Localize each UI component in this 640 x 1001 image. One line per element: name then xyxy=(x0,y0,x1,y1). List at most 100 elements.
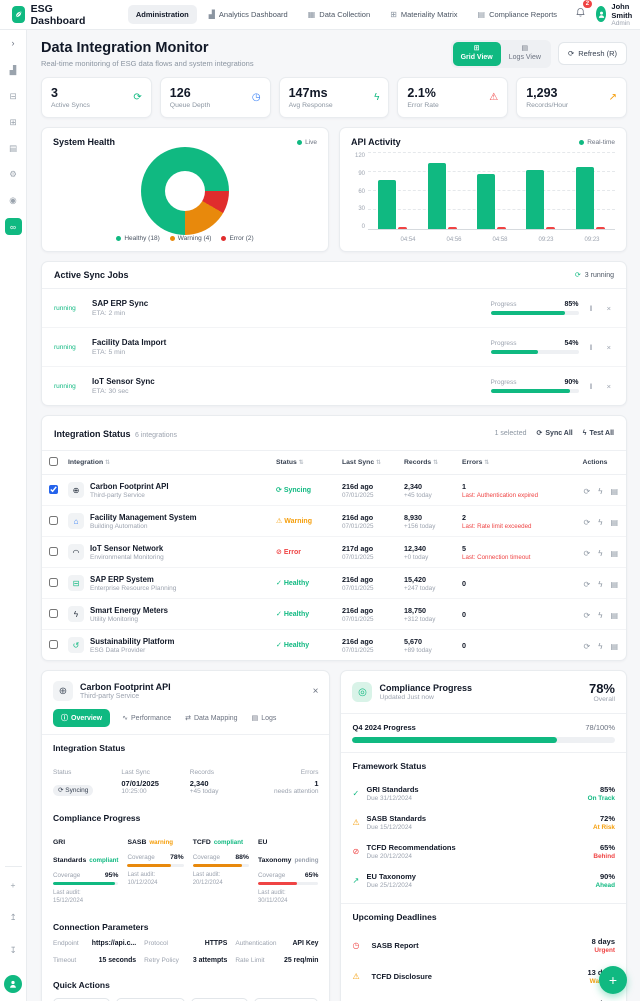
test-row-button[interactable]: ϟ xyxy=(598,487,603,496)
trend-up-icon: ↗ xyxy=(352,876,360,885)
nav-materiality-matrix[interactable]: ⊞ Materiality Matrix xyxy=(390,10,458,19)
logs-row-button[interactable]: ▤ xyxy=(610,580,618,589)
sidebar-avatar[interactable] xyxy=(4,975,22,993)
table-row[interactable]: ϟ Smart Energy Meters Utility Monitoring ✓… xyxy=(42,598,626,630)
sidebar-item-analytics[interactable]: ▟ xyxy=(5,62,22,79)
check-icon: ✓ xyxy=(276,580,282,587)
nav-data-collection[interactable]: ▦ Data Collection xyxy=(307,10,371,19)
logs-row-button[interactable]: ▤ xyxy=(610,611,618,620)
x-tick-label: 04:58 xyxy=(492,237,508,243)
x-axis: 04:54 04:56 04:58 09:23 09:23 xyxy=(385,237,615,243)
row-checkbox[interactable] xyxy=(48,640,58,649)
sync-jobs-title: Active Sync Jobs xyxy=(54,270,129,280)
sync-row-button[interactable]: ⟳ xyxy=(583,518,591,527)
select-all-checkbox[interactable] xyxy=(48,457,58,466)
document-icon: ▤ xyxy=(251,715,259,722)
test-row-button[interactable]: ϟ xyxy=(598,549,603,558)
col-errors[interactable]: Errors ⇅ xyxy=(458,451,564,475)
row-checkbox[interactable] xyxy=(48,547,58,556)
compliance-mini-gri: GRI Standards compliant Coverage 95% Last … xyxy=(53,839,119,905)
sync-row-button[interactable]: ⟳ xyxy=(583,487,591,496)
nav-compliance-reports[interactable]: ▤ Compliance Reports xyxy=(477,10,558,19)
row-checkbox[interactable] xyxy=(48,485,58,494)
x-tick-label: 09:23 xyxy=(584,237,600,243)
close-detail-button[interactable]: × xyxy=(312,685,319,697)
sort-icon: ⇅ xyxy=(484,460,490,466)
pause-button[interactable]: ‖ xyxy=(589,303,593,313)
pause-button[interactable]: ‖ xyxy=(589,381,593,391)
download-button[interactable]: ↧ xyxy=(5,942,22,959)
sidebar-item-settings[interactable]: ⚙ xyxy=(5,166,22,183)
requests-bar xyxy=(476,173,495,229)
logs-view-button[interactable]: ▤ Logs View xyxy=(508,45,541,61)
logs-row-button[interactable]: ▤ xyxy=(610,642,618,651)
notifications-button[interactable]: 2 xyxy=(575,0,593,23)
compliance-panel: ◎ Compliance Progress Updated Just now 78… xyxy=(340,670,627,1001)
cancel-button[interactable]: × xyxy=(606,381,611,391)
bar-group xyxy=(526,153,556,229)
user-menu[interactable]: John Smith Admin xyxy=(596,2,638,28)
upload-button[interactable]: ↥ xyxy=(5,909,22,926)
col-records[interactable]: Records ⇅ xyxy=(400,451,458,475)
sidebar-item-data[interactable]: ⊟ xyxy=(5,88,22,105)
integration-detail-panel: ⊕ Carbon Footprint API Third-party Servic… xyxy=(41,670,331,1001)
live-dot-icon xyxy=(297,139,303,145)
table-row[interactable]: ⌂ Facility Management System Building Auto… xyxy=(42,505,626,537)
table-row[interactable]: ⊟ SAP ERP System Enterprise Resource Plann… xyxy=(42,567,626,599)
table-row[interactable]: ◠ IoT Sensor Network Environmental Monitor… xyxy=(42,536,626,568)
tab-data-mapping[interactable]: ⇄ Data Mapping xyxy=(185,714,238,723)
row-checkbox[interactable] xyxy=(48,609,58,618)
test-row-button[interactable]: ϟ xyxy=(598,580,603,589)
tab-performance[interactable]: ∿ Performance xyxy=(122,714,172,723)
bar-group xyxy=(427,153,457,229)
sidebar-item-monitoring[interactable]: ◉ xyxy=(5,192,22,209)
sync-row-button[interactable]: ⟳ xyxy=(583,549,591,558)
table-row[interactable]: ⊕ Carbon Footprint API Third-party Service… xyxy=(42,474,626,506)
cancel-button[interactable]: × xyxy=(606,303,611,313)
add-fab-button[interactable]: + xyxy=(599,966,627,994)
add-button[interactable]: + xyxy=(5,876,22,893)
logs-row-button[interactable]: ▤ xyxy=(610,549,618,558)
bar-chart-icon: ▟ xyxy=(9,65,17,75)
sidebar-item-materiality[interactable]: ⊞ xyxy=(5,114,22,131)
globe-icon: ⊕ xyxy=(53,681,73,701)
test-row-button[interactable]: ϟ xyxy=(598,611,603,620)
param-endpoint: Endpoint https://api.c... xyxy=(53,939,137,947)
sync-row-button[interactable]: ⟳ xyxy=(583,642,591,651)
table-row[interactable]: ↺ Sustainability Platform ESG Data Provide… xyxy=(42,630,626,661)
bar-group xyxy=(476,153,506,229)
col-integration[interactable]: Integration ⇅ xyxy=(64,451,272,475)
realtime-badge: Real-time xyxy=(579,139,615,146)
sync-job-row: running SAP ERP Sync ETA: 2 min Progress 8… xyxy=(42,289,626,327)
trend-up-icon: ↗ xyxy=(608,92,617,103)
sync-all-button[interactable]: ⟳ Sync All xyxy=(536,429,573,438)
sync-row-button[interactable]: ⟳ xyxy=(583,580,591,589)
nav-administration[interactable]: Administration xyxy=(127,5,197,24)
col-last-sync[interactable]: Last Sync ⇅ xyxy=(338,451,400,475)
sync-row-button[interactable]: ⟳ xyxy=(583,611,591,620)
test-all-button[interactable]: ϟ Test All xyxy=(582,429,614,437)
error-circle-icon: ⊘ xyxy=(276,549,282,556)
status-badge: ✓ Healthy xyxy=(276,642,310,649)
cancel-button[interactable]: × xyxy=(606,342,611,352)
grid-view-button[interactable]: ⊞ Grid View xyxy=(452,42,501,66)
row-checkbox[interactable] xyxy=(48,578,58,587)
legend-error: Error (2) xyxy=(221,235,254,242)
test-row-button[interactable]: ϟ xyxy=(598,518,603,527)
row-checkbox[interactable] xyxy=(48,516,58,525)
test-row-button[interactable]: ϟ xyxy=(598,642,603,651)
tab-overview[interactable]: ⓘ Overview xyxy=(53,709,111,727)
sidebar-item-integrations[interactable]: ∞ xyxy=(4,218,22,235)
errors-bar xyxy=(398,227,408,229)
col-status[interactable]: Status ⇅ xyxy=(272,451,338,475)
refresh-icon: ⟳ xyxy=(276,487,282,494)
sidebar-collapse-button[interactable]: › xyxy=(11,38,15,48)
grid-icon: ⊞ xyxy=(390,10,397,19)
refresh-button[interactable]: ⟳ Refresh (R) xyxy=(557,42,627,66)
tab-logs[interactable]: ▤ Logs xyxy=(251,714,277,723)
logs-row-button[interactable]: ▤ xyxy=(610,487,618,496)
logs-row-button[interactable]: ▤ xyxy=(610,518,618,527)
sidebar-item-reports[interactable]: ▤ xyxy=(5,140,22,157)
nav-analytics-dashboard[interactable]: ▟ Analytics Dashboard xyxy=(208,10,288,19)
pause-button[interactable]: ‖ xyxy=(589,342,593,352)
